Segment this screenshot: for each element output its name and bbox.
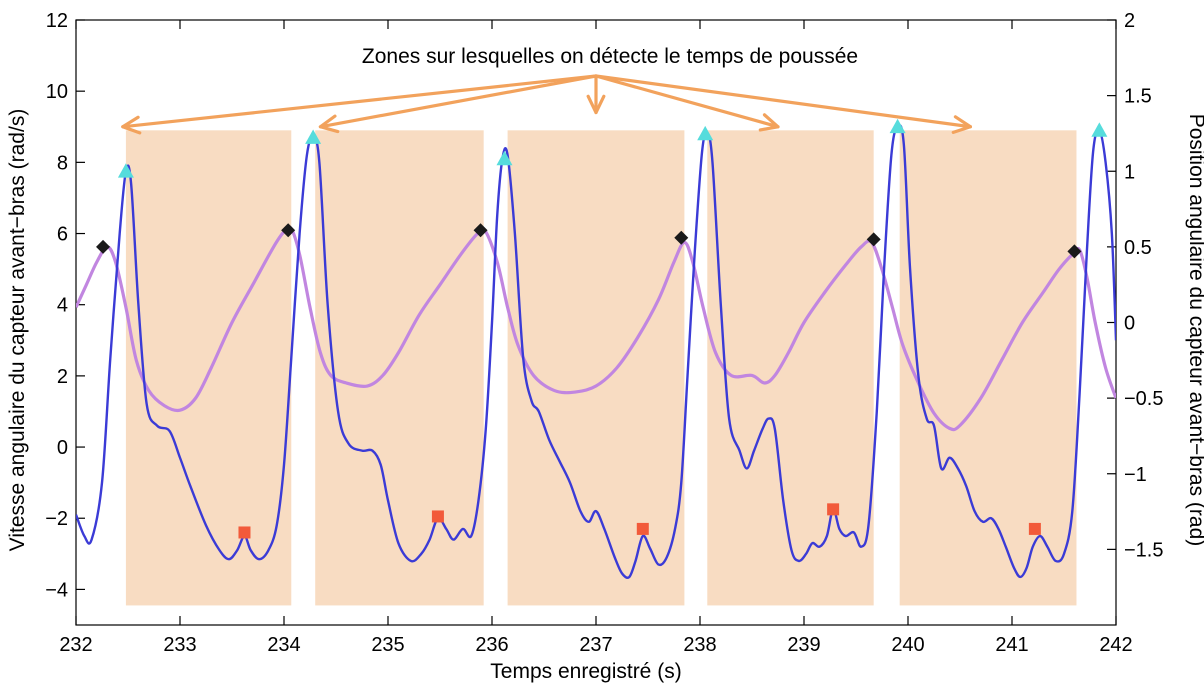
x-tick-label: 242 — [1099, 634, 1132, 656]
x-tick-label: 238 — [683, 634, 716, 656]
annotation-arrow-head — [121, 115, 142, 135]
left-y-tick-label: 10 — [46, 81, 68, 103]
right-y-tick-label: 1 — [1124, 161, 1135, 183]
annotation-arrow-shaft — [121, 74, 598, 129]
velocity-peak-triangle — [697, 125, 714, 141]
velocity-peak-triangle — [1091, 122, 1108, 137]
right-y-tick-label: 1.5 — [1124, 86, 1152, 108]
x-tick-label: 236 — [475, 634, 508, 656]
detection-zone-1 — [125, 130, 292, 606]
right-y-tick-label: 0 — [1124, 313, 1135, 335]
velocity-series-line — [76, 124, 1116, 579]
markers — [96, 118, 1108, 539]
position-max-diamond — [96, 239, 111, 254]
left-y-axis: −4 −2 0 2 4 6 8 10 12 — [45, 10, 85, 601]
left-y-tick-label: 12 — [46, 10, 68, 32]
x-tick-label: 239 — [787, 634, 820, 656]
series-lines — [76, 124, 1116, 579]
annotation-text: Zones sur lesquelles on détecte le temps… — [362, 45, 858, 68]
position-max-diamond — [473, 223, 488, 238]
velocity-min-square — [238, 526, 251, 539]
left-y-axis-title: Vitesse angulaire du capteur avant−bras … — [6, 109, 29, 552]
x-tick-label: 237 — [579, 634, 612, 656]
annotation-arrow-shaft — [318, 74, 598, 129]
velocity-min-square — [431, 510, 444, 523]
velocity-peak-triangle — [117, 163, 134, 178]
x-tick-label: 241 — [995, 634, 1028, 656]
annotation-arrow-head — [951, 115, 973, 134]
velocity-peak-triangle — [496, 150, 513, 166]
annotation-arrow-head — [586, 94, 606, 115]
velocity-min-square — [827, 503, 840, 516]
x-tick-label: 235 — [371, 634, 404, 656]
annotation-arrows — [121, 74, 973, 135]
right-y-tick-label: 2 — [1124, 10, 1135, 32]
x-tick-label: 234 — [267, 634, 300, 656]
position-max-diamond — [1067, 244, 1082, 259]
left-y-tick-label: 4 — [57, 295, 68, 317]
velocity-peak-triangle — [305, 129, 322, 144]
right-y-axis-title: Position angulaire du capteur avant−bras… — [1185, 114, 1204, 547]
left-y-tick-label: 6 — [57, 224, 68, 246]
left-y-tick-label: 0 — [57, 437, 68, 459]
right-y-tick-label: −0.5 — [1124, 388, 1163, 410]
right-y-axis: −1.5 −1 −0.5 0 0.5 1 1.5 2 — [1107, 10, 1163, 561]
x-tick-label: 233 — [163, 634, 196, 656]
left-y-tick-label: −4 — [45, 579, 68, 601]
x-tick-label: 232 — [59, 634, 92, 656]
detection-zone-5 — [899, 130, 1077, 606]
velocity-min-square — [1028, 522, 1041, 535]
annotation-arrow-head — [758, 113, 780, 132]
detection-zone-2 — [315, 130, 484, 606]
right-y-tick-label: −1 — [1124, 464, 1147, 486]
annotation-arrow-shaft — [594, 74, 780, 129]
position-max-diamond — [866, 232, 881, 247]
x-axis: 232 233 234 235 236 237 238 239 240 241 242 — [59, 20, 1133, 656]
x-tick-label: 240 — [891, 634, 924, 656]
velocity-min-square — [636, 522, 649, 535]
velocity-peak-triangle — [889, 118, 906, 134]
right-y-tick-label: −1.5 — [1124, 539, 1163, 561]
position-max-diamond — [674, 230, 689, 245]
right-y-tick-label: 0.5 — [1124, 237, 1152, 259]
x-axis-title: Temps enregistré (s) — [490, 660, 681, 683]
left-y-tick-label: 2 — [57, 366, 68, 388]
left-y-tick-label: 8 — [57, 152, 68, 174]
position-series-line — [76, 225, 1116, 432]
position-max-diamond — [281, 223, 296, 238]
detection-zone-3 — [507, 130, 685, 606]
detection-zones — [125, 130, 1077, 606]
left-y-tick-label: −2 — [45, 508, 68, 530]
annotation-arrow-shaft — [594, 74, 973, 129]
detection-zone-4 — [707, 130, 874, 606]
annotation-arrow-head — [318, 114, 340, 134]
